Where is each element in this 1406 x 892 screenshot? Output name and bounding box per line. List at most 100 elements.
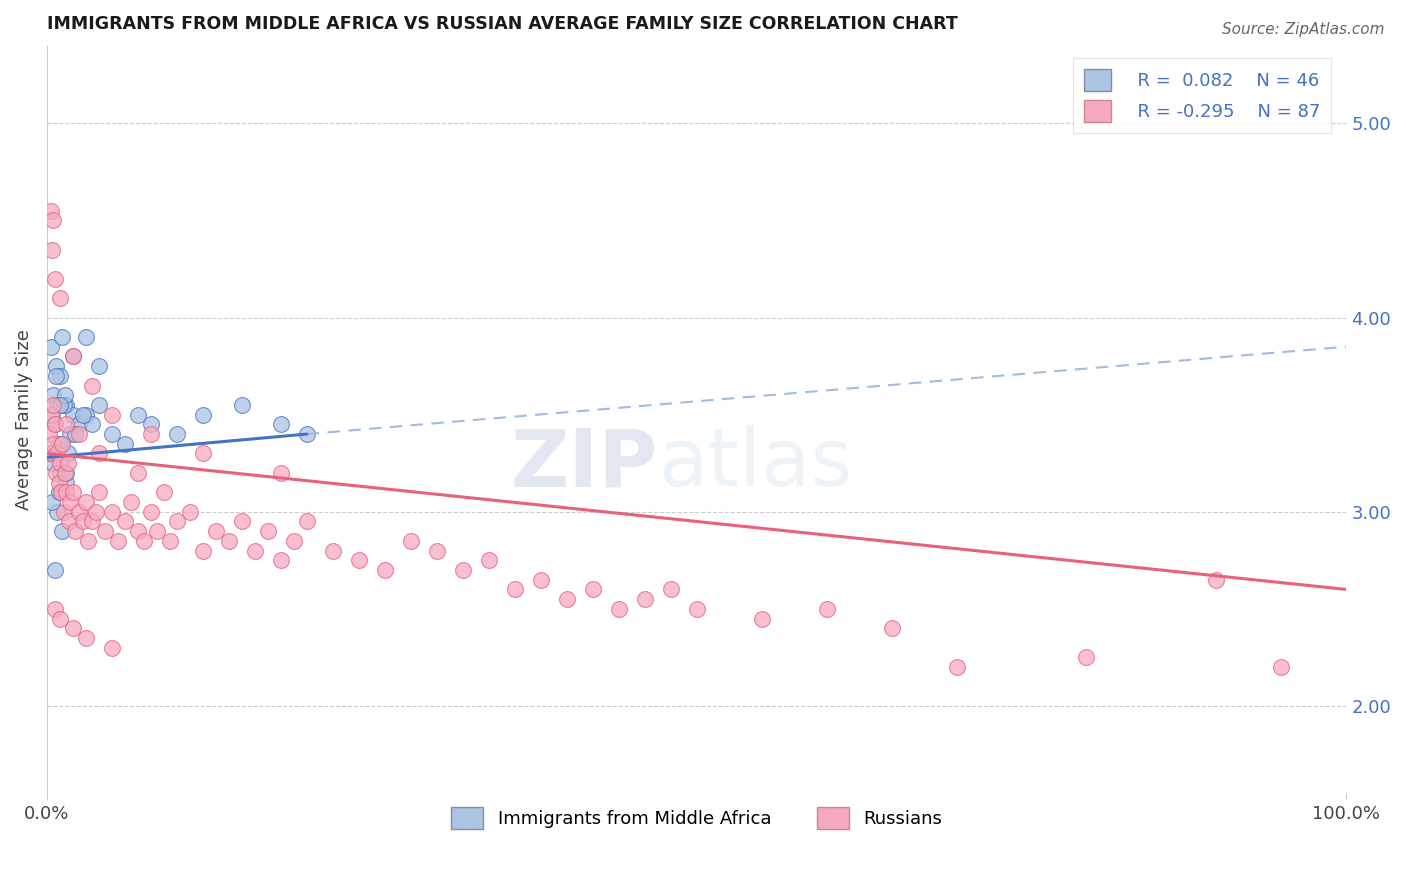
Point — [53, 388, 76, 402]
Point — [67, 427, 90, 442]
Point — [87, 485, 110, 500]
Point — [45, 368, 67, 383]
Point — [51, 330, 73, 344]
Point — [44, 271, 66, 285]
Point — [322, 543, 344, 558]
Point — [127, 466, 149, 480]
Point — [530, 573, 553, 587]
Point — [659, 582, 682, 597]
Point — [101, 505, 124, 519]
Point — [347, 553, 370, 567]
Point — [51, 485, 73, 500]
Point — [82, 378, 104, 392]
Point — [77, 533, 100, 548]
Point — [159, 533, 181, 548]
Point — [45, 466, 67, 480]
Point — [55, 466, 77, 480]
Point — [270, 553, 292, 567]
Point — [41, 446, 63, 460]
Point — [607, 602, 630, 616]
Point — [503, 582, 526, 597]
Point — [39, 408, 62, 422]
Point — [1270, 660, 1292, 674]
Point — [42, 388, 65, 402]
Point — [62, 350, 84, 364]
Point — [134, 533, 156, 548]
Point — [231, 515, 253, 529]
Point — [295, 515, 318, 529]
Point — [44, 417, 66, 432]
Point — [75, 330, 97, 344]
Point — [107, 533, 129, 548]
Y-axis label: Average Family Size: Average Family Size — [15, 329, 32, 510]
Point — [55, 398, 77, 412]
Point — [146, 524, 169, 538]
Point — [283, 533, 305, 548]
Point — [127, 408, 149, 422]
Point — [101, 408, 124, 422]
Point — [256, 524, 278, 538]
Point — [39, 203, 62, 218]
Point — [55, 417, 77, 432]
Point — [880, 621, 903, 635]
Point — [87, 359, 110, 373]
Point — [49, 611, 72, 625]
Point — [179, 505, 201, 519]
Point — [101, 640, 124, 655]
Point — [39, 446, 62, 460]
Point — [191, 408, 214, 422]
Point — [56, 456, 79, 470]
Point — [426, 543, 449, 558]
Point — [48, 437, 70, 451]
Point — [44, 602, 66, 616]
Point — [49, 291, 72, 305]
Point — [945, 660, 967, 674]
Point — [62, 408, 84, 422]
Point — [114, 437, 136, 451]
Point — [62, 350, 84, 364]
Point — [52, 398, 75, 412]
Point — [48, 475, 70, 490]
Point — [67, 417, 90, 432]
Text: ZIP: ZIP — [510, 425, 658, 503]
Point — [1076, 650, 1098, 665]
Point — [46, 398, 69, 412]
Point — [42, 437, 65, 451]
Point — [42, 398, 65, 412]
Point — [52, 505, 75, 519]
Text: IMMIGRANTS FROM MIDDLE AFRICA VS RUSSIAN AVERAGE FAMILY SIZE CORRELATION CHART: IMMIGRANTS FROM MIDDLE AFRICA VS RUSSIAN… — [46, 15, 957, 33]
Point — [44, 417, 66, 432]
Point — [72, 515, 94, 529]
Point — [166, 427, 188, 442]
Point — [374, 563, 396, 577]
Point — [127, 524, 149, 538]
Point — [87, 446, 110, 460]
Point — [82, 417, 104, 432]
Point — [87, 398, 110, 412]
Point — [139, 505, 162, 519]
Point — [243, 543, 266, 558]
Point — [270, 466, 292, 480]
Point — [42, 213, 65, 227]
Point — [101, 427, 124, 442]
Point — [49, 368, 72, 383]
Point — [51, 437, 73, 451]
Point — [114, 515, 136, 529]
Point — [46, 446, 69, 460]
Point — [55, 475, 77, 490]
Point — [49, 456, 72, 470]
Point — [59, 495, 82, 509]
Point — [82, 515, 104, 529]
Point — [45, 359, 67, 373]
Point — [55, 485, 77, 500]
Point — [58, 515, 80, 529]
Text: Source: ZipAtlas.com: Source: ZipAtlas.com — [1222, 22, 1385, 37]
Point — [685, 602, 707, 616]
Point — [153, 485, 176, 500]
Point — [1205, 573, 1227, 587]
Text: atlas: atlas — [658, 425, 852, 503]
Point — [191, 446, 214, 460]
Point — [41, 408, 63, 422]
Point — [270, 417, 292, 432]
Point — [44, 563, 66, 577]
